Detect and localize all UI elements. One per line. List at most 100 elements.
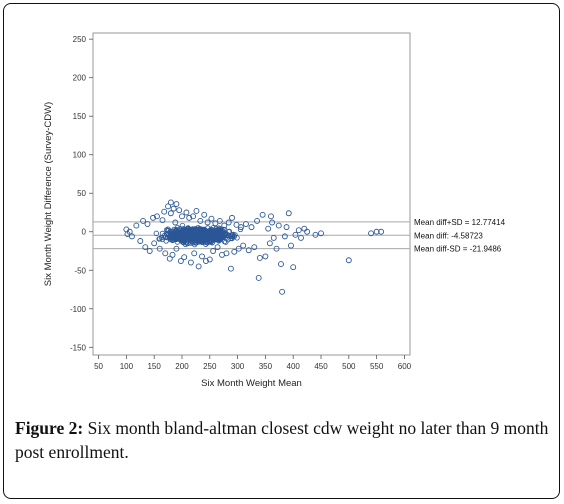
- data-point: [214, 230, 220, 236]
- data-point: [242, 221, 249, 227]
- data-point: [208, 215, 215, 222]
- reference-label-upper: Mean diff+SD = 12.77414: [414, 218, 506, 227]
- data-point: [217, 237, 224, 243]
- data-point: [213, 229, 219, 235]
- data-point: [204, 219, 211, 226]
- data-point: [266, 240, 273, 247]
- data-point: [288, 242, 294, 249]
- data-point: [214, 244, 221, 251]
- data-point: [223, 250, 230, 257]
- data-point: [151, 240, 158, 247]
- data-point: [173, 201, 180, 207]
- data-point: [137, 238, 144, 244]
- x-tick-label: 450: [314, 362, 328, 371]
- data-point: [176, 232, 183, 238]
- y-tick-label: -50: [74, 266, 86, 275]
- data-point: [174, 225, 181, 231]
- data-point: [181, 254, 188, 261]
- data-point: [194, 235, 200, 241]
- data-point: [202, 258, 209, 264]
- reference-label-lower: Mean diff-SD = -21.9486: [414, 245, 502, 254]
- data-point: [275, 222, 282, 229]
- x-tick-label: 150: [147, 362, 161, 371]
- x-tick-label: 100: [120, 362, 134, 371]
- data-point: [166, 255, 173, 262]
- data-point: [165, 227, 171, 234]
- data-point: [368, 230, 375, 237]
- data-point: [199, 253, 205, 260]
- data-point: [195, 225, 201, 231]
- data-point: [171, 232, 178, 239]
- x-tick-label: 250: [203, 362, 217, 371]
- caption-text: Six month bland-altman closest cdw weigh…: [15, 418, 549, 462]
- data-point: [157, 235, 163, 242]
- data-point: [201, 211, 208, 218]
- data-point: [133, 222, 140, 229]
- data-point: [191, 250, 198, 257]
- data-point: [273, 245, 280, 252]
- data-point: [235, 245, 242, 252]
- data-point: [185, 225, 191, 231]
- y-tick-label: 150: [73, 112, 87, 121]
- data-point: [206, 256, 213, 263]
- y-tick-label: 50: [77, 189, 86, 198]
- data-point: [295, 227, 302, 234]
- data-point: [278, 261, 284, 268]
- data-point: [285, 210, 292, 217]
- data-point: [268, 213, 274, 220]
- data-point: [229, 214, 235, 221]
- data-point: [162, 250, 169, 257]
- data-point: [195, 263, 202, 270]
- data-point: [259, 211, 266, 218]
- data-point: [142, 244, 149, 251]
- data-point: [283, 224, 290, 231]
- x-axis-label: Six Month Weight Mean: [201, 378, 302, 389]
- data-point: [265, 225, 272, 232]
- y-tick-label: 250: [73, 35, 87, 44]
- data-point: [221, 222, 228, 229]
- data-point: [212, 220, 219, 227]
- data-point: [184, 232, 190, 238]
- data-point: [213, 231, 219, 238]
- data-point: [256, 254, 263, 261]
- x-tick-label: 600: [398, 362, 412, 371]
- data-point: [176, 207, 183, 214]
- data-point: [186, 214, 193, 221]
- data-point: [177, 258, 184, 264]
- data-point: [197, 237, 203, 244]
- data-point: [233, 221, 240, 228]
- data-point: [183, 209, 190, 216]
- data-point: [248, 224, 255, 231]
- data-point: [190, 213, 197, 220]
- data-point: [202, 235, 209, 242]
- y-tick-label: 0: [82, 228, 87, 237]
- data-point: [170, 205, 177, 212]
- caption-label: Figure 2:: [15, 418, 84, 438]
- data-point: [179, 227, 186, 234]
- data-point: [184, 238, 191, 244]
- data-point: [281, 233, 288, 240]
- data-point: [173, 245, 180, 252]
- x-tick-label: 200: [175, 362, 189, 371]
- plot-frame: [92, 32, 411, 356]
- x-tick-label: 50: [94, 362, 103, 371]
- data-point: [279, 288, 286, 295]
- data-point: [254, 218, 261, 224]
- data-point: [312, 231, 319, 238]
- data-point: [179, 213, 185, 220]
- data-point: [209, 238, 215, 244]
- data-point: [225, 219, 232, 226]
- data-point: [210, 248, 217, 254]
- data-point: [167, 210, 174, 217]
- data-point: [227, 265, 234, 272]
- data-point: [150, 214, 157, 221]
- data-point: [193, 207, 200, 214]
- data-point: [167, 199, 174, 206]
- data-point: [128, 233, 135, 240]
- data-point: [345, 257, 352, 264]
- x-tick-label: 550: [370, 362, 384, 371]
- data-point: [227, 235, 234, 242]
- data-point: [216, 235, 223, 242]
- data-point: [255, 275, 262, 281]
- x-tick-label: 300: [231, 362, 245, 371]
